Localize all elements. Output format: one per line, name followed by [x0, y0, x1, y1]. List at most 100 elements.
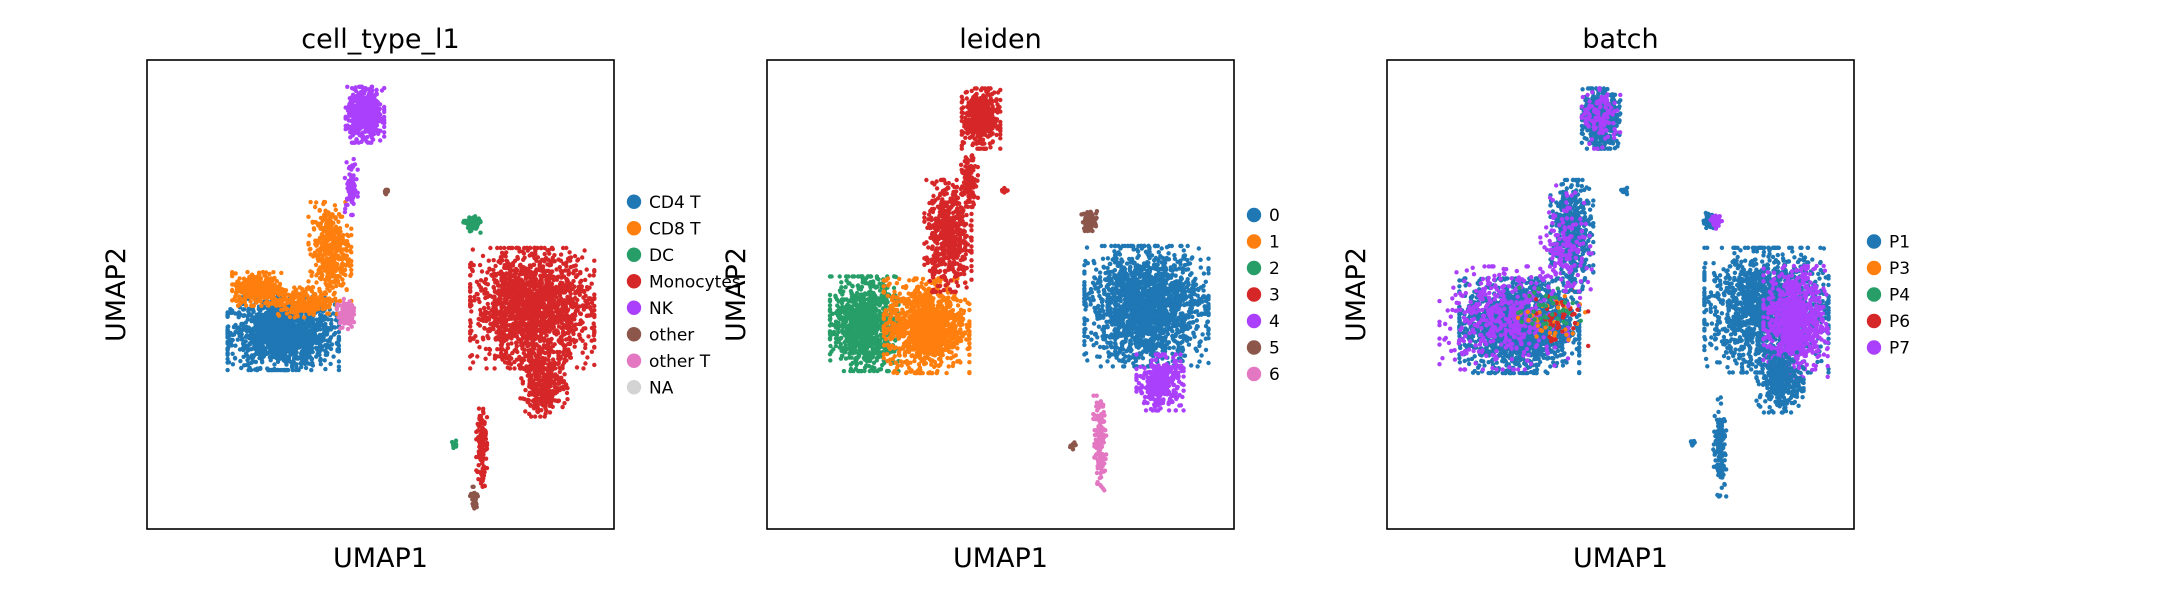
data-point: [559, 325, 564, 331]
data-point: [585, 313, 590, 318]
data-point: [235, 298, 240, 303]
data-point: [314, 297, 319, 302]
data-point: [533, 280, 538, 286]
data-point: [340, 277, 345, 282]
data-point: [587, 273, 592, 278]
data-point: [491, 272, 496, 277]
data-point: [336, 212, 342, 217]
data-point: [336, 359, 342, 364]
data-point: [592, 308, 597, 313]
data-point: [324, 247, 329, 252]
data-point: [548, 340, 553, 345]
data-point: [344, 262, 349, 268]
data-point: [582, 248, 587, 253]
data-point: [300, 323, 306, 328]
data-point: [267, 367, 273, 373]
data-point: [336, 364, 342, 369]
data-point: [500, 258, 505, 263]
data-point: [272, 362, 277, 367]
data-point: [487, 351, 492, 357]
data-point: [305, 351, 310, 357]
data-point: [561, 306, 566, 311]
data-point: [284, 362, 289, 367]
data-point: [332, 203, 338, 208]
data-point: [243, 320, 248, 325]
data-point: [322, 358, 327, 363]
data-point: [325, 286, 330, 291]
data-point: [260, 345, 266, 351]
data-point: [271, 329, 277, 335]
data-point: [310, 328, 315, 333]
data-point: [522, 245, 527, 251]
data-point: [313, 219, 318, 225]
data-point: [573, 295, 578, 301]
data-point: [303, 365, 309, 371]
data-point: [537, 267, 542, 273]
data-point: [339, 234, 345, 239]
data-point: [327, 224, 332, 229]
data-point: [253, 315, 258, 320]
data-point: [491, 284, 496, 290]
data-point: [242, 363, 247, 368]
data-point: [564, 264, 569, 269]
data-point: [541, 343, 547, 348]
data-point: [354, 137, 359, 142]
data-point: [283, 332, 289, 337]
y-axis-label: UMAP2: [101, 247, 132, 342]
data-point: [347, 248, 353, 253]
data-point: [534, 327, 539, 333]
data-point: [225, 356, 230, 362]
data-point: [553, 288, 558, 293]
data-point: [319, 241, 325, 246]
data-point: [225, 351, 230, 356]
data-point: [498, 245, 503, 251]
data-point: [275, 356, 281, 362]
data-point: [325, 232, 330, 237]
data-point: [287, 299, 293, 304]
data-point: [496, 291, 501, 296]
data-point: [453, 440, 458, 446]
data-point: [252, 367, 258, 372]
data-point: [564, 284, 570, 289]
data-point: [334, 305, 340, 311]
data-point: [548, 262, 554, 268]
data-point: [236, 311, 241, 317]
data-point: [280, 328, 285, 333]
data-point: [572, 253, 578, 259]
data-point: [354, 177, 359, 182]
data-point: [338, 311, 343, 317]
data-point: [526, 341, 531, 347]
data-point: [344, 287, 349, 292]
data-point: [246, 309, 251, 314]
data-point: [482, 313, 487, 318]
data-point: [580, 255, 585, 260]
data-point: [245, 269, 250, 275]
data-point: [511, 286, 516, 291]
data-point: [345, 84, 350, 90]
data-point: [361, 98, 366, 103]
data-point: [346, 111, 352, 117]
data-point: [528, 245, 533, 251]
data-point: [250, 279, 255, 284]
data-point: [470, 247, 475, 252]
data-point: [295, 324, 300, 329]
data-point: [505, 360, 510, 366]
data-point: [571, 269, 577, 274]
data-point: [380, 119, 386, 125]
data-point: [249, 360, 254, 365]
data-point: [328, 361, 333, 367]
data-point: [573, 274, 579, 280]
data-point: [271, 347, 277, 353]
data-point: [310, 285, 316, 290]
data-point: [477, 323, 483, 328]
data-point: [300, 339, 305, 344]
data-point: [351, 156, 356, 162]
data-point: [342, 255, 347, 261]
data-point: [567, 250, 572, 255]
data-point: [578, 311, 584, 317]
data-point: [574, 365, 580, 370]
data-point: [259, 328, 264, 333]
data-point: [308, 269, 313, 274]
data-point: [561, 350, 566, 355]
